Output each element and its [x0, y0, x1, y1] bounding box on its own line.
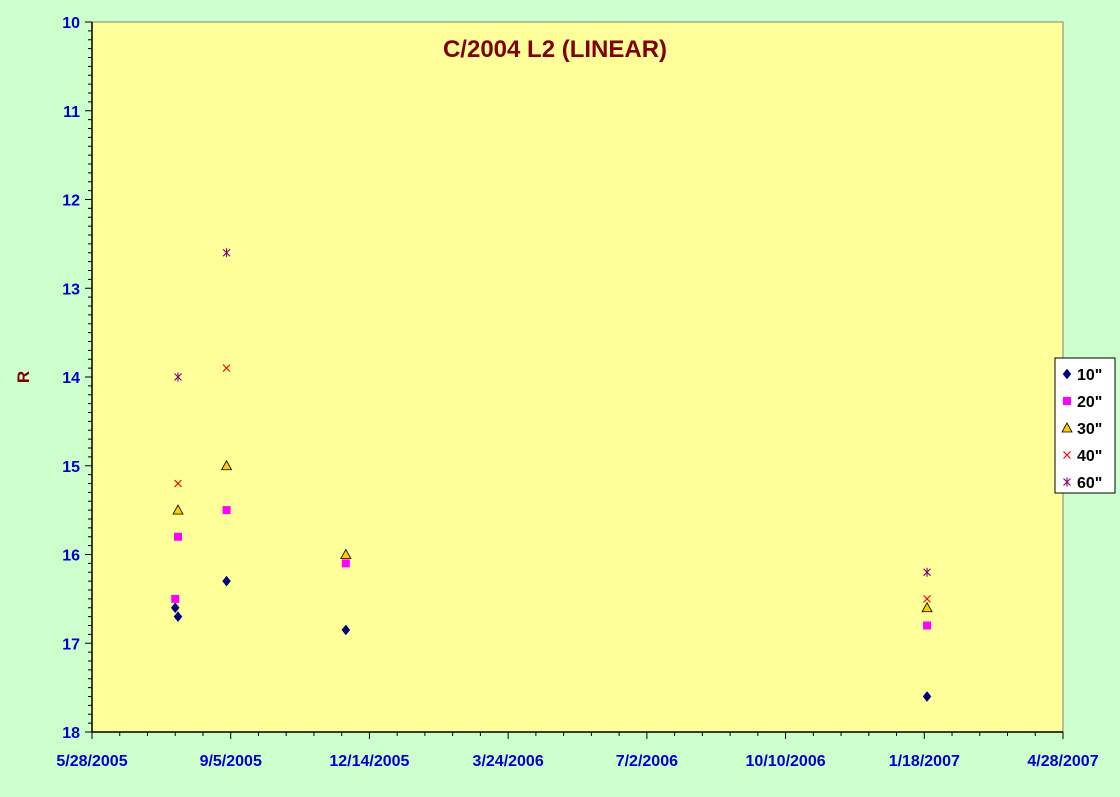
data-point-series-4	[174, 479, 182, 488]
legend-marker	[1063, 397, 1071, 405]
data-point-series-2	[222, 506, 231, 515]
data-point-series-1	[222, 575, 231, 587]
axes: 10 11 12 13 14 15 16 17 18 5/28/2005 9/5/2005 12/14…	[56, 15, 1098, 770]
data-point-series-5	[174, 372, 182, 382]
legend-marker	[1061, 422, 1073, 433]
x-tick-label: 4/28/2007	[1027, 753, 1098, 770]
x-tick-label: 5/28/2005	[56, 753, 127, 770]
data-point-series-3	[340, 548, 352, 559]
data-point-series-3	[921, 601, 933, 613]
legend-marker	[1062, 368, 1072, 380]
chart-title: C/2004 L2 (LINEAR)	[443, 36, 667, 63]
data-point-series-3	[220, 459, 233, 471]
data-point-series-3	[172, 504, 184, 515]
data-marks	[170, 248, 933, 702]
legend-marker	[1063, 477, 1071, 487]
data-point-series-4	[923, 594, 931, 603]
legend-marker	[1063, 451, 1071, 459]
y-tick-label: 11	[63, 104, 80, 121]
data-point-series-5	[222, 248, 231, 258]
x-tick-label: 10/10/2006	[746, 753, 826, 770]
y-tick-label: 17	[62, 636, 80, 653]
x-tick-label: 1/18/2007	[889, 753, 960, 770]
y-tick-label: 13	[62, 281, 80, 298]
data-point-series-5	[923, 567, 931, 577]
y-tick-label: 12	[62, 193, 80, 210]
data-point-series-1	[173, 611, 183, 623]
data-point-series-1	[922, 691, 932, 702]
legend-entry-label: 40"	[1077, 448, 1102, 465]
data-point-series-2	[174, 532, 183, 541]
plot-area	[91, 21, 1064, 733]
legend-entry-label: 60"	[1077, 475, 1102, 492]
y-tick-label: 10	[62, 15, 80, 32]
y-tick-label: 18	[62, 725, 80, 742]
legend-entry-label: 30"	[1077, 421, 1102, 438]
data-point-series-2	[923, 621, 932, 630]
legend-entry-label: 20"	[1077, 394, 1102, 411]
y-tick-label: 14	[62, 370, 80, 387]
y-axis-label: R	[14, 371, 33, 383]
data-point-series-2	[171, 594, 180, 603]
x-tick-label: 12/14/2005	[329, 753, 409, 770]
data-point-series-4	[222, 364, 231, 373]
y-tick-label: 16	[62, 548, 80, 565]
y-tick-label: 15	[62, 459, 80, 476]
x-tick-label: 7/2/2006	[616, 753, 678, 770]
data-point-series-2	[341, 559, 350, 568]
data-point-series-1	[170, 602, 180, 614]
data-point-series-1	[341, 624, 351, 636]
x-tick-label: 3/24/2006	[473, 753, 544, 770]
legend-box	[1054, 357, 1116, 494]
x-tick-label: 9/5/2005	[200, 753, 262, 770]
legend-entry-label: 10"	[1077, 367, 1102, 384]
legend: 10" 20" 30" 40" 60"	[1054, 357, 1116, 494]
